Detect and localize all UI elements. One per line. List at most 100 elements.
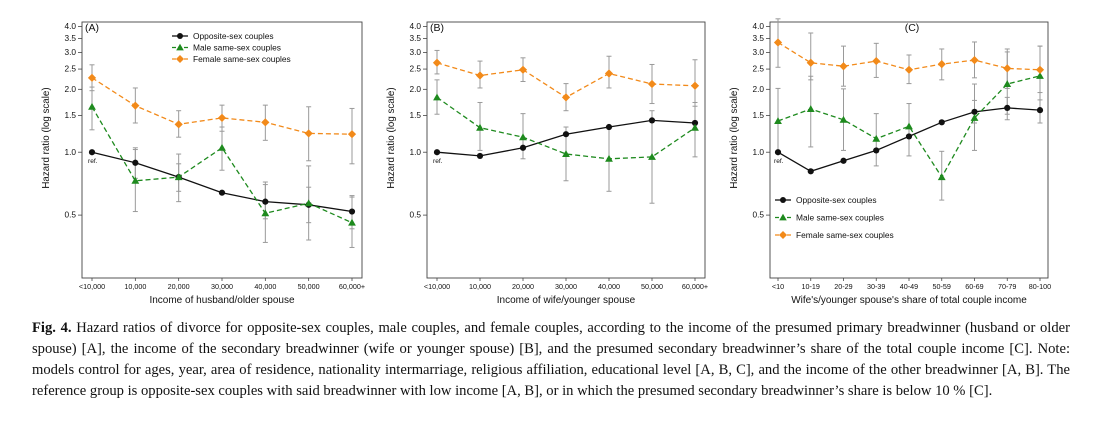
legend-label-opposite-sex-couples: Opposite-sex couples	[193, 31, 274, 41]
panel-label: (B)	[430, 22, 444, 34]
legend-marker-female-same-sex-couples	[176, 55, 184, 63]
legend-label-male-same-sex-couples: Male same-sex couples	[796, 213, 884, 223]
x-axis-title: Wife's/younger spouse's share of total c…	[791, 295, 1027, 306]
legend-marker-opposite-sex-couples	[780, 197, 786, 203]
point-female-same-sex-couples	[773, 38, 783, 47]
y-tick-label: 2.5	[752, 64, 764, 74]
x-axis-title: Income of husband/older spouse	[149, 295, 295, 306]
point-female-same-sex-couples	[839, 62, 848, 71]
legend-label-male-same-sex-couples: Male same-sex couples	[193, 43, 281, 53]
y-tick-label: 1.0	[64, 147, 76, 157]
x-tick-label: 40-49	[900, 282, 918, 291]
point-opposite-sex-couples	[840, 157, 847, 164]
y-tick-label: 0.5	[752, 210, 764, 220]
point-male-same-sex-couples	[1003, 80, 1012, 88]
y-tick-label: 2.5	[409, 64, 421, 74]
point-female-same-sex-couples	[690, 81, 700, 90]
x-tick-label: 10,000	[469, 282, 491, 291]
point-female-same-sex-couples	[904, 65, 914, 74]
x-tick-label: 20,000	[512, 282, 534, 291]
y-tick-label: 4.0	[752, 21, 764, 31]
point-opposite-sex-couples	[807, 168, 814, 175]
x-tick-label: 40,000	[254, 282, 276, 291]
x-tick-label: 20-29	[834, 282, 852, 291]
point-female-same-sex-couples	[304, 129, 313, 138]
point-opposite-sex-couples	[648, 117, 656, 124]
x-tick-label: 10-19	[802, 282, 820, 291]
point-opposite-sex-couples	[262, 198, 269, 205]
point-opposite-sex-couples	[348, 208, 356, 215]
panel-label: (A)	[85, 22, 99, 34]
legend-marker-male-same-sex-couples	[176, 43, 184, 51]
chart-panel-b: (B) 0.5 1.0 1.5 2.0 2.5 3.0 3.5 4.0 Hazard ratio …	[386, 21, 708, 306]
x-axis-title: Income of wife/younger spouse	[497, 295, 636, 306]
point-female-same-sex-couples	[475, 71, 485, 80]
y-tick-label: 3.5	[409, 33, 421, 43]
x-tick-label: 60-69	[965, 282, 983, 291]
point-male-same-sex-couples	[131, 176, 140, 184]
point-opposite-sex-couples	[774, 149, 782, 156]
legend: Opposite-sex couples Male same-sex couple…	[172, 31, 291, 64]
point-opposite-sex-couples	[132, 159, 139, 166]
y-tick-label: 0.5	[64, 210, 76, 220]
panel-label: (C)	[905, 22, 920, 34]
point-male-same-sex-couples	[839, 115, 848, 123]
chart-panel-a: (A) 0.5 1.0 1.5 2.0 2.5 3.0 3.5 4.0 Hazard ratio …	[41, 21, 365, 306]
point-opposite-sex-couples	[88, 149, 96, 156]
y-tick-label: 3.5	[64, 33, 76, 43]
x-tick-label: 10,000	[124, 282, 146, 291]
point-male-same-sex-couples	[88, 102, 96, 110]
figure-chart-panels: (A) 0.5 1.0 1.5 2.0 2.5 3.0 3.5 4.0 Hazard ratio …	[41, 18, 1051, 306]
legend-marker-male-same-sex-couples	[779, 213, 787, 221]
point-female-same-sex-couples	[937, 60, 946, 69]
point-male-same-sex-couples	[937, 173, 946, 181]
x-tick-label: 40,000	[598, 282, 620, 291]
point-female-same-sex-couples	[261, 118, 270, 127]
y-axis-title: Hazard ratio (log scale)	[729, 87, 740, 188]
point-opposite-sex-couples	[476, 152, 484, 160]
point-opposite-sex-couples	[1036, 107, 1044, 114]
y-tick-label: 2.0	[64, 84, 76, 94]
point-male-same-sex-couples	[261, 209, 270, 217]
y-axis-title: Hazard ratio (log scale)	[386, 87, 397, 188]
y-tick-label: 1.5	[409, 110, 421, 120]
point-opposite-sex-couples	[562, 131, 570, 138]
x-tick-label: 30,000	[555, 282, 577, 291]
x-tick-label: 30-39	[867, 282, 885, 291]
point-female-same-sex-couples	[561, 93, 571, 102]
point-female-same-sex-couples	[970, 55, 979, 65]
y-tick-label: 4.0	[409, 21, 421, 31]
point-opposite-sex-couples	[605, 123, 613, 131]
point-opposite-sex-couples	[691, 119, 699, 127]
x-tick-label: 50,000	[641, 282, 663, 291]
point-male-same-sex-couples	[476, 123, 484, 131]
point-male-same-sex-couples	[970, 113, 979, 121]
legend-label-female-same-sex-couples: Female same-sex couples	[193, 54, 291, 64]
point-male-same-sex-couples	[806, 105, 815, 113]
y-tick-label: 0.5	[409, 210, 421, 220]
point-opposite-sex-couples	[938, 119, 945, 126]
reference-label: ref.	[88, 158, 98, 165]
y-tick-label: 3.5	[752, 33, 764, 43]
x-tick-label: <10,000	[424, 282, 450, 291]
y-tick-label: 3.0	[752, 47, 764, 57]
x-tick-label: 50-59	[933, 282, 951, 291]
point-female-same-sex-couples	[1003, 64, 1012, 73]
y-tick-label: 1.5	[752, 110, 764, 120]
y-tick-label: 1.5	[64, 110, 76, 120]
y-tick-label: 4.0	[64, 21, 76, 31]
x-tick-label: 60,000+	[682, 282, 708, 291]
point-opposite-sex-couples	[433, 149, 441, 156]
point-female-same-sex-couples	[347, 130, 357, 139]
x-tick-label: 80-100	[1029, 282, 1051, 291]
point-male-same-sex-couples	[605, 154, 613, 162]
legend: Opposite-sex couples Male same-sex couple…	[775, 195, 894, 240]
x-tick-label: 60,000+	[339, 282, 365, 291]
point-opposite-sex-couples	[519, 144, 527, 151]
point-male-same-sex-couples	[648, 152, 656, 160]
y-tick-label: 3.0	[409, 47, 421, 57]
point-male-same-sex-couples	[174, 173, 183, 181]
point-male-same-sex-couples	[519, 133, 527, 141]
y-tick-label: 1.0	[409, 147, 421, 157]
caption-label: Fig. 4.	[32, 320, 72, 336]
